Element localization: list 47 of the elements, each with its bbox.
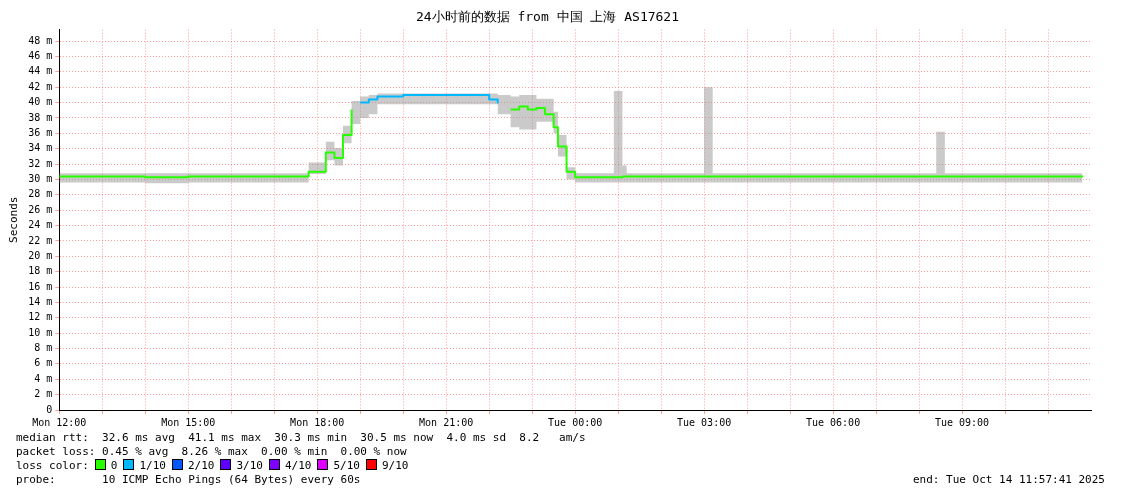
legend-label: 2/10: [187, 459, 215, 472]
y-tick-label: 20 m: [28, 249, 53, 261]
y-tick-label: 22 m: [28, 234, 53, 246]
y-tick-label: 40 m: [28, 96, 53, 108]
legend-label: 0: [110, 459, 118, 472]
legend-label: 4/10: [284, 459, 312, 472]
y-tick-label: 48 m: [28, 34, 53, 46]
x-tick-label: Mon 21:00: [419, 416, 474, 428]
text: probe: 10 ICMP Echo Pings (64 Bytes) every 60s: [16, 473, 361, 487]
y-tick-label: 16 m: [28, 280, 53, 292]
x-tick-label: Mon 15:00: [161, 416, 216, 428]
legend-label: 9/10: [381, 459, 409, 472]
y-tick-label: 8 m: [34, 342, 53, 354]
text: packet loss: 0.45 % avg 8.26 % max 0.00 % min 0.00 % now: [16, 445, 407, 459]
legend-label: 5/10: [333, 459, 360, 472]
text: median rtt: 32.6 ms avg 41.1 ms max 30.3 ms min 30.5 ms now 4.0 ms sd 8.2 am/s: [16, 431, 586, 445]
y-tick-label: 32 m: [28, 157, 53, 169]
x-tick-label: Mon 12:00: [32, 416, 87, 428]
y-tick-label: 18 m: [28, 265, 53, 277]
y-axis-title: Seconds: [7, 196, 21, 243]
legend-label: 3/10: [236, 459, 263, 472]
y-tick-label: 46 m: [28, 50, 53, 62]
legend-label: 1/10: [139, 459, 166, 472]
text: end: Tue Oct 14 11:57:41 2025: [912, 473, 1105, 487]
y-tick-label: 36 m: [28, 126, 53, 138]
x-tick-label: Tue 00:00: [548, 416, 603, 428]
y-tick-label: 42 m: [28, 80, 53, 92]
y-tick-label: 24 m: [28, 219, 53, 231]
y-tick-label: 34 m: [28, 142, 53, 154]
y-tick-label: 38 m: [28, 111, 53, 123]
y-tick-label: 44 m: [28, 65, 53, 77]
y-tick-label: 2 m: [34, 388, 53, 400]
y-tick-label: 14 m: [28, 296, 53, 308]
y-tick-label: 28 m: [28, 188, 53, 200]
x-tick-label: Tue 06:00: [805, 416, 861, 428]
y-tick-label: 26 m: [28, 203, 53, 215]
y-tick-label: 12 m: [28, 311, 53, 323]
x-tick-label: Tue 03:00: [677, 416, 732, 428]
y-tick-label: 0: [46, 403, 53, 415]
chart-title: 24小时前的数据 from 中国 上海 AS17621: [415, 9, 680, 25]
y-tick-label: 10 m: [28, 326, 53, 338]
y-tick-label: 30 m: [28, 173, 53, 185]
y-tick-label: 6 m: [34, 357, 53, 369]
x-tick-label: Tue 09:00: [934, 416, 990, 428]
legend-title: loss color:: [16, 459, 89, 472]
y-tick-label: 4 m: [34, 372, 53, 384]
x-tick-label: Mon 18:00: [290, 416, 345, 428]
